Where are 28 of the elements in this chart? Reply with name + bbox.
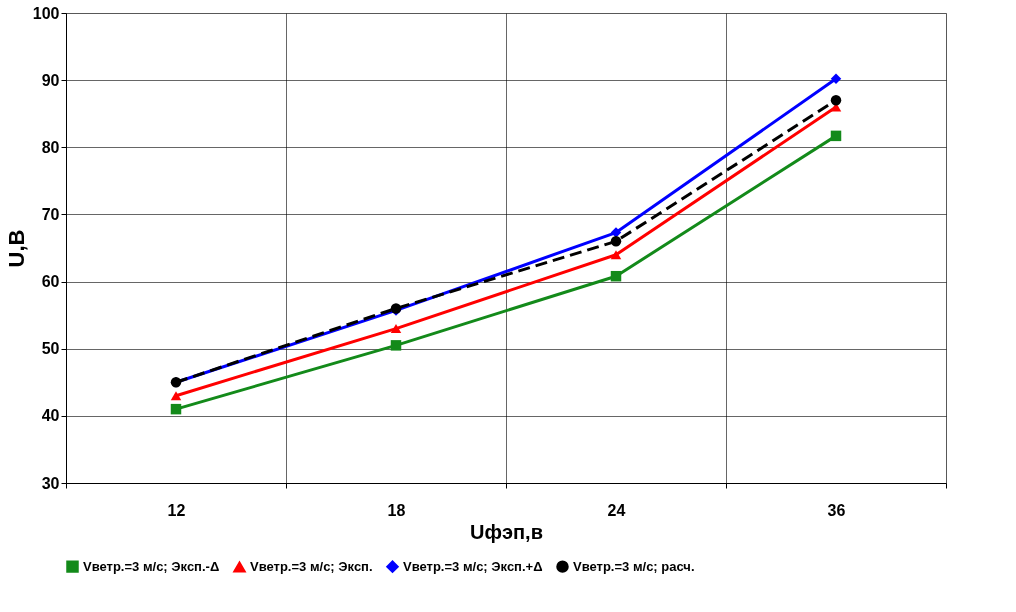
legend-label: Vветр.=3 м/с; Эксп.+Δ [403,558,543,574]
point [390,340,402,351]
y-tick-label: 50 [41,340,60,358]
point [170,403,182,415]
x-tick-label: 36 [827,501,846,519]
y-tick-label: 70 [41,205,60,223]
point [610,236,622,247]
y-tick-label: 80 [41,138,60,156]
y-tick-label: 90 [41,71,60,89]
y-tick-label: 30 [41,474,60,492]
y-tick-label: 60 [41,273,60,291]
x-tick-label: 18 [387,501,406,519]
point [170,391,182,401]
y-axis-title: U,В [3,229,29,268]
point [830,73,842,85]
point [390,324,402,334]
legend-label: Vветр.=3 м/с; расч. [573,558,695,574]
y-tick-label: 100 [32,4,60,22]
x-tick-label: 24 [607,501,626,519]
x-tick-label: 12 [167,501,186,519]
point [830,95,842,106]
point [830,130,842,142]
point [610,250,622,260]
legend-label: Vветр.=3 м/с; Эксп. [250,558,373,574]
y-tick-label: 40 [41,407,60,425]
x-axis-title: Uфэп,в [470,520,543,543]
legend-label: Vветр.=3 м/с; Эксп.-Δ [83,558,220,574]
point [610,270,622,282]
